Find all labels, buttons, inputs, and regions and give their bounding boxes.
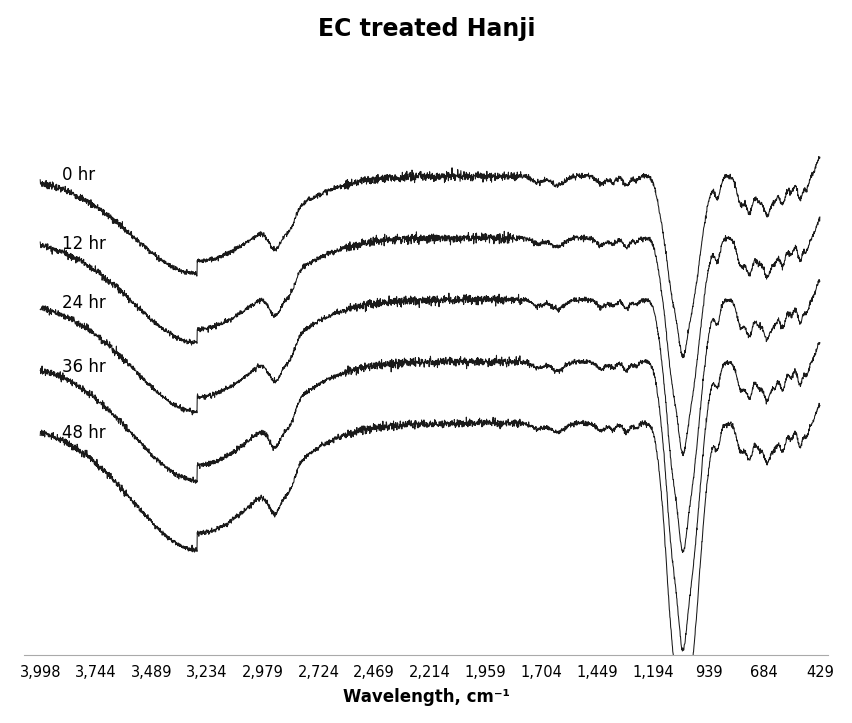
Text: 24 hr: 24 hr [61, 294, 106, 312]
Text: 12 hr: 12 hr [61, 235, 106, 253]
Title: EC treated Hanji: EC treated Hanji [318, 17, 535, 40]
X-axis label: Wavelength, cm⁻¹: Wavelength, cm⁻¹ [343, 688, 509, 706]
Text: 36 hr: 36 hr [61, 358, 106, 376]
Text: 0 hr: 0 hr [61, 166, 95, 184]
Text: 48 hr: 48 hr [61, 424, 106, 442]
